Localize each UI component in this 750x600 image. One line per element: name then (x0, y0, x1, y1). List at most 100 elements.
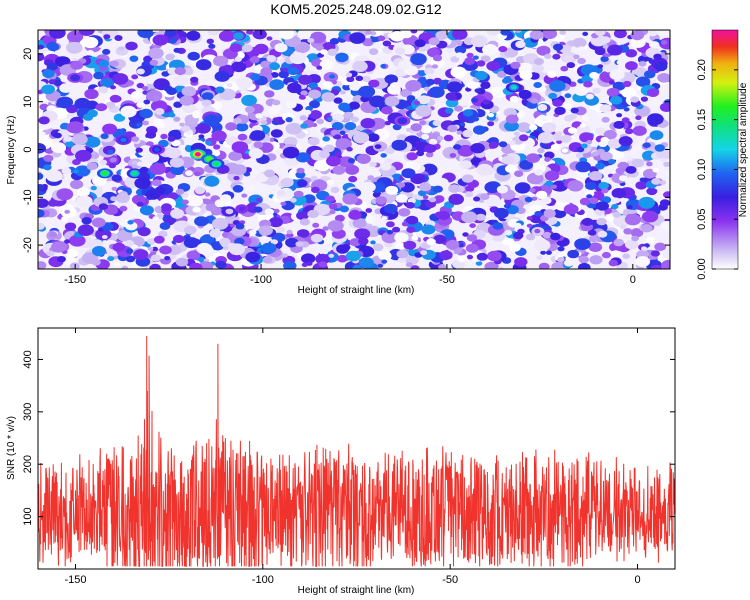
heatmap-cell (552, 208, 567, 219)
heatmap-cell (135, 122, 143, 128)
heatmap-cell (346, 76, 355, 83)
heatmap-cell (295, 171, 306, 179)
heatmap-cell (236, 76, 253, 89)
colorbar-gradient (712, 30, 738, 269)
heatmap-cell (635, 76, 651, 87)
heatmap-cell (83, 113, 94, 121)
heatmap-y-axis-label: Frequency (Hz) (6, 116, 17, 185)
heatmap-cell (86, 162, 98, 171)
heatmap-cell (228, 151, 243, 161)
heatmap-cell (369, 95, 386, 108)
heatmap-cell (473, 196, 481, 202)
heatmap-cell (624, 239, 639, 250)
heatmap-cell (360, 181, 376, 193)
heatmap-cell (131, 194, 146, 205)
heatmap-cell (640, 96, 649, 102)
heatmap-cell (445, 107, 454, 114)
heatmap-cell (310, 233, 324, 243)
heatmap-cell (282, 253, 288, 258)
heatmap-cell (308, 89, 322, 99)
heatmap-cell (372, 170, 382, 177)
heatmap-cell (513, 222, 522, 229)
heatmap-cell (579, 123, 586, 128)
heatmap-cell (139, 108, 153, 119)
heatmap-cell (534, 228, 541, 234)
heatmap-cell (534, 210, 542, 217)
heatmap-cell (630, 30, 645, 41)
heatmap-cell (266, 55, 277, 62)
snr-series-line (38, 335, 675, 567)
heatmap-cell (49, 30, 66, 39)
heatmap-cell (559, 107, 566, 112)
heatmap-cell (563, 55, 574, 63)
heatmap-cell (113, 261, 121, 267)
heatmap-cell (476, 252, 488, 261)
heatmap-cell (465, 243, 479, 253)
snr-panel: -150 -100 -50 0 100 200 300 400 Height of stra… (6, 327, 676, 596)
heatmap-cell (253, 141, 264, 149)
heatmap-cell (274, 43, 288, 53)
heatmap-cell (65, 141, 74, 148)
heatmap-cell (529, 124, 538, 131)
heatmap-cell (105, 206, 118, 215)
heatmap-cell (473, 55, 479, 60)
heatmap-cell (531, 196, 538, 201)
heatmap-cell (135, 147, 143, 153)
heatmap-cell (93, 71, 104, 80)
heatmap-cell (260, 120, 268, 125)
heatmap-cell (397, 257, 407, 263)
heatmap-cell (462, 129, 473, 138)
heatmap-cell (538, 262, 550, 269)
heatmap-cell (291, 194, 307, 206)
heatmap-cell (165, 53, 176, 61)
heatmap-cell (233, 117, 242, 124)
heatmap-cell (86, 50, 95, 56)
heatmap-cell (508, 243, 521, 252)
colorbar-tick-label: 0.15 (696, 109, 708, 130)
heatmap-cell (328, 253, 335, 258)
heatmap-cell (309, 100, 320, 109)
heatmap-cell (626, 155, 634, 161)
heatmap-cell (530, 98, 538, 104)
heatmap-cell (654, 242, 667, 251)
heatmap-cell (534, 239, 551, 252)
heatmap-cell (297, 229, 310, 238)
heatmap-cell (611, 188, 627, 199)
heatmap-cell (534, 57, 544, 66)
heatmap-cell (56, 256, 66, 263)
heatmap-cell (173, 47, 181, 53)
heatmap-cell (300, 90, 308, 96)
heatmap-cell (395, 47, 406, 55)
heatmap-cell (625, 49, 638, 58)
heatmap-cell (109, 94, 121, 103)
heatmap-cell (474, 70, 488, 81)
heatmap-cell (587, 229, 597, 236)
heatmap-cell (647, 113, 664, 126)
heatmap-cell (318, 261, 328, 268)
heatmap-cell (184, 225, 197, 235)
heatmap-cell (296, 167, 305, 174)
heatmap-cell (264, 169, 275, 178)
heatmap-cell (586, 93, 594, 100)
heatmap-cell (406, 95, 416, 102)
heatmap-peak (120, 137, 127, 143)
heatmap-cell (552, 261, 567, 269)
heatmap-cell (494, 207, 509, 219)
heatmap-cell (201, 99, 212, 107)
heatmap-cell (560, 134, 572, 143)
heatmap-cell (310, 175, 319, 182)
heatmap-cell (293, 190, 304, 198)
heatmap-cell (437, 211, 451, 220)
heatmap-cell (70, 179, 84, 190)
heatmap-cell (592, 87, 601, 94)
heatmap-cell (111, 174, 122, 182)
heatmap-cell (121, 265, 128, 269)
heatmap-cell (334, 151, 342, 157)
heatmap-cell (248, 194, 263, 205)
heatmap-cell (125, 41, 138, 51)
heatmap-cell (131, 74, 139, 80)
heatmap-cell (352, 95, 364, 104)
heatmap-cell (333, 97, 343, 104)
heatmap-cell (269, 62, 280, 71)
